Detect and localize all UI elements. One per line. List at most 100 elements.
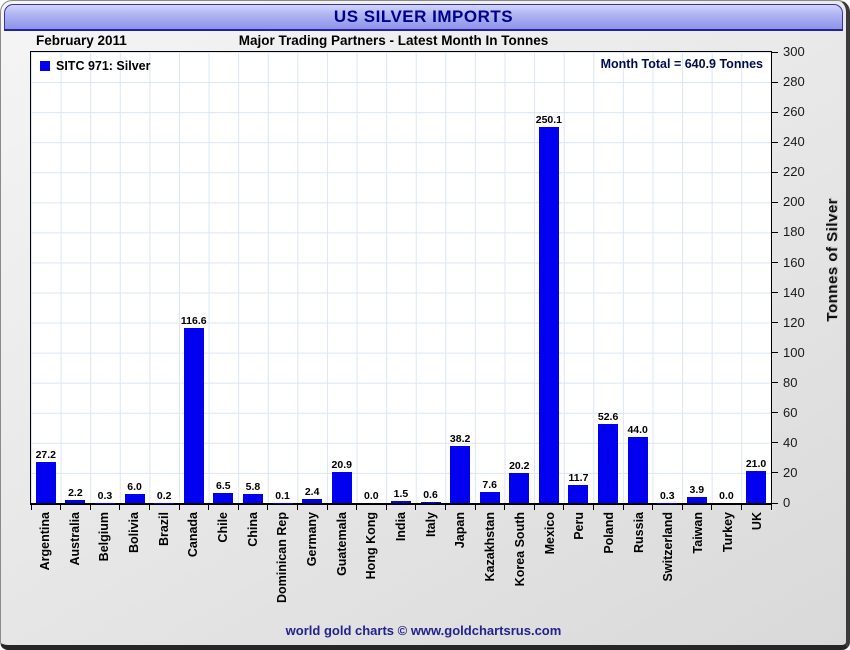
bar-slot: 21.0: [741, 52, 771, 503]
x-label-slot: UK: [743, 512, 773, 624]
x-tick: [208, 505, 210, 510]
bar-slot: 0.0: [712, 52, 742, 503]
x-tick: [474, 505, 476, 510]
bar-value-label: 0.1: [275, 489, 290, 502]
x-label-slot: Switzerland: [653, 512, 683, 624]
bar-slot: 11.7: [564, 52, 594, 503]
bar: [420, 502, 441, 503]
x-label-slot: Mexico: [535, 512, 565, 624]
x-label-slot: Japan: [446, 512, 476, 624]
bar-value-label: 52.6: [597, 410, 619, 423]
bar-value-label: 0.0: [364, 490, 379, 502]
bar: [331, 471, 352, 503]
bar-slot: 3.9: [682, 52, 712, 503]
x-label-slot: Canada: [178, 512, 208, 624]
x-category-label: Korea South: [512, 512, 527, 587]
y-tick-label: 40: [783, 434, 798, 450]
y-tick-label: 80: [783, 374, 798, 390]
y-tick-label: 280: [783, 74, 805, 90]
x-tick: [504, 505, 506, 510]
y-tick-label: 240: [783, 134, 805, 150]
x-label-slot: Dominican Rep: [268, 512, 298, 624]
x-category-label: Argentina: [37, 512, 52, 571]
y-tick-label: 20: [783, 464, 798, 480]
x-category-label: Belgium: [97, 512, 112, 562]
x-label-slot: Russia: [624, 512, 654, 624]
x-label-slot: Poland: [594, 512, 624, 624]
bar-value-label: 5.8: [245, 481, 261, 494]
chart-area: 27.2 2.2 0.3 6.0 0.2 116.6 6.5 5.8 0.1 2.4 20.9 0.0…: [1, 45, 846, 627]
y-tick: [772, 51, 778, 53]
bar-value-label: 7.6: [482, 478, 497, 491]
bar-slot: 27.2: [31, 52, 61, 503]
x-tick: [89, 505, 91, 510]
x-tick: [178, 505, 180, 510]
bar: [450, 445, 471, 503]
bar: [598, 423, 619, 503]
bar-value-label: 27.2: [35, 449, 57, 462]
bar-value-label: 0.2: [156, 489, 172, 502]
bar-slot: 250.1: [534, 52, 564, 503]
bar-slot: 38.2: [445, 52, 475, 503]
y-tick: [772, 111, 778, 113]
y-tick-label: 220: [783, 164, 805, 180]
y-tick: [772, 171, 778, 173]
x-label-slot: Korea South: [505, 512, 535, 624]
x-axis-labels: Argentina Australia Belgium Bolivia Brazil Ca…: [30, 512, 772, 624]
bar-value-label: 6.5: [216, 480, 231, 493]
x-tick: [119, 505, 121, 510]
bar-value-label: 0.0: [719, 490, 734, 502]
x-category-label: Germany: [305, 512, 320, 567]
bar: [390, 500, 411, 503]
y-tick: [772, 352, 778, 354]
x-category-label: Dominican Rep: [275, 512, 290, 603]
bar-value-label: 2.4: [304, 486, 320, 499]
bar-value-label: 20.9: [331, 458, 352, 471]
y-tick-label: 160: [783, 254, 805, 270]
bar-value-label: 250.1: [535, 114, 563, 127]
x-tick: [563, 505, 565, 510]
x-label-slot: Hong Kong: [357, 512, 387, 624]
bar-slot: 116.6: [179, 52, 209, 503]
bar-slot: 2.2: [61, 52, 91, 503]
bar-value-label: 21.0: [745, 458, 767, 471]
bar-slot: 0.1: [268, 52, 298, 503]
x-category-label: Australia: [67, 512, 82, 566]
x-category-label: UK: [750, 512, 765, 531]
legend: SITC 971: Silver: [40, 59, 151, 73]
y-tick-label: 100: [783, 344, 805, 360]
x-tick: [592, 505, 594, 510]
bar: [479, 491, 500, 503]
x-label-slot: Peru: [564, 512, 594, 624]
bar-value-label: 20.2: [509, 459, 530, 472]
x-category-label: Bolivia: [126, 512, 141, 553]
bar-slot: 5.8: [238, 52, 268, 503]
plot-area: 27.2 2.2 0.3 6.0 0.2 116.6 6.5 5.8 0.1 2.4 20.9 0.0…: [30, 51, 772, 505]
x-category-label: Kazakhstan: [483, 512, 498, 582]
y-tick: [772, 262, 778, 263]
x-tick: [415, 505, 417, 510]
x-tick: [326, 505, 328, 510]
y-tick-label: 300: [783, 44, 805, 59]
x-tick: [711, 505, 713, 510]
x-category-label: Japan: [453, 512, 468, 549]
bar-slot: 20.9: [327, 52, 357, 503]
bar-slot: 0.3: [652, 52, 682, 503]
x-tick: [770, 505, 772, 510]
x-axis-ticks: [30, 505, 772, 511]
bar-slot: 1.5: [386, 52, 416, 503]
legend-swatch-icon: [40, 61, 50, 71]
bar-value-label: 11.7: [568, 472, 589, 485]
bar-slot: 0.6: [416, 52, 446, 503]
y-tick: [772, 141, 778, 143]
x-tick: [30, 505, 32, 510]
x-label-slot: Kazakhstan: [475, 512, 505, 624]
y-tick-label: 120: [783, 314, 805, 330]
y-tick: [772, 472, 778, 474]
x-label-slot: Taiwan: [683, 512, 713, 624]
x-category-label: Guatemala: [334, 512, 349, 576]
y-tick-label: 180: [783, 224, 805, 240]
y-tick: [772, 292, 778, 293]
x-category-label: Peru: [572, 512, 587, 540]
